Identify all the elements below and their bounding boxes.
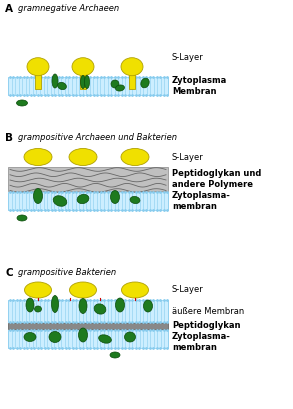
Ellipse shape [52, 295, 59, 312]
Ellipse shape [94, 304, 106, 314]
Text: gramnegative Archaeen: gramnegative Archaeen [18, 4, 119, 13]
Bar [8, 330, 168, 348]
Ellipse shape [24, 148, 52, 166]
Ellipse shape [58, 82, 67, 90]
Bar [129, 73, 135, 89]
Ellipse shape [49, 332, 61, 342]
Text: A: A [5, 4, 13, 14]
Bar [8, 77, 168, 95]
Text: B: B [5, 133, 13, 143]
Text: S-Layer: S-Layer [172, 153, 204, 162]
Ellipse shape [130, 196, 140, 204]
Ellipse shape [110, 191, 120, 204]
Ellipse shape [17, 215, 27, 221]
Bar [35, 73, 41, 89]
Ellipse shape [27, 58, 49, 76]
Bar [8, 323, 168, 329]
Text: Zytoplasma-
membran: Zytoplasma- membran [172, 191, 231, 211]
Ellipse shape [110, 352, 120, 358]
Ellipse shape [72, 58, 94, 76]
Ellipse shape [35, 306, 42, 312]
Ellipse shape [141, 78, 149, 88]
Ellipse shape [24, 333, 36, 342]
Ellipse shape [81, 76, 86, 88]
Text: grampositive Archaeen und Bakterien: grampositive Archaeen und Bakterien [18, 133, 177, 142]
Ellipse shape [115, 85, 125, 91]
Ellipse shape [53, 196, 67, 206]
Ellipse shape [33, 189, 42, 204]
Text: C: C [5, 268, 13, 278]
Ellipse shape [69, 148, 97, 166]
Text: Zytoplasma
Membran: Zytoplasma Membran [172, 76, 227, 96]
Ellipse shape [25, 282, 52, 298]
Ellipse shape [84, 76, 89, 88]
Text: S-Layer: S-Layer [172, 285, 204, 294]
Bar [8, 192, 168, 210]
Ellipse shape [99, 335, 111, 343]
Text: Peptidoglykan: Peptidoglykan [172, 321, 241, 330]
Bar [8, 167, 168, 191]
Ellipse shape [79, 328, 88, 342]
Ellipse shape [115, 298, 125, 312]
Ellipse shape [79, 299, 87, 314]
Ellipse shape [121, 58, 143, 76]
Ellipse shape [52, 74, 58, 88]
Bar [8, 300, 168, 322]
Text: äußere Membran: äußere Membran [172, 306, 244, 315]
Ellipse shape [16, 100, 28, 106]
Ellipse shape [26, 298, 34, 312]
Ellipse shape [111, 80, 119, 88]
Bar [80, 73, 86, 89]
Text: grampositive Bakterien: grampositive Bakterien [18, 268, 116, 277]
Text: S-Layer: S-Layer [172, 52, 204, 61]
Ellipse shape [77, 194, 89, 204]
Ellipse shape [121, 148, 149, 166]
Ellipse shape [122, 282, 149, 298]
Text: Zytoplasma-
membran: Zytoplasma- membran [172, 332, 231, 352]
Ellipse shape [144, 300, 152, 312]
Ellipse shape [125, 332, 135, 342]
Text: Peptidoglykan und
andere Polymere: Peptidoglykan und andere Polymere [172, 169, 261, 189]
Ellipse shape [69, 282, 96, 298]
